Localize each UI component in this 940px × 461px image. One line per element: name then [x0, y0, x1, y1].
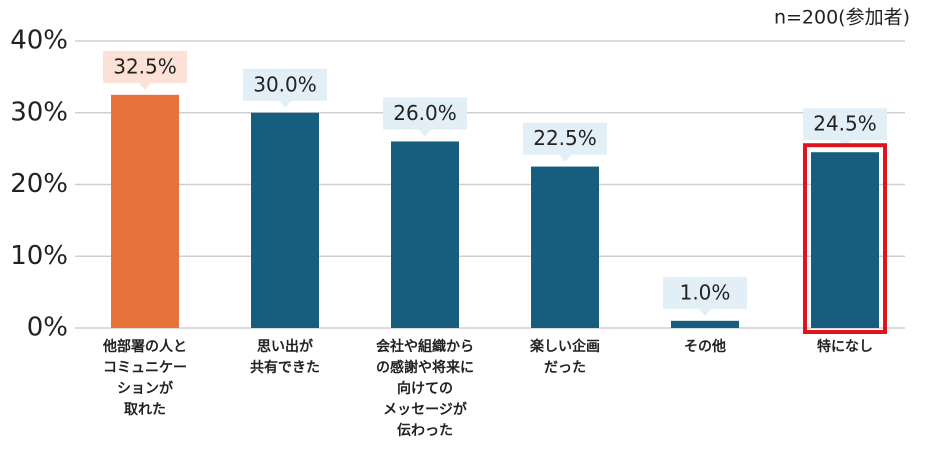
x-tick-label: その他 [684, 339, 726, 355]
x-tick-label: 楽しい企画 だった [530, 339, 600, 376]
x-tick-label: 思い出が 共有できた [250, 339, 320, 376]
y-tick-label: 40% [10, 26, 68, 56]
bar [671, 320, 739, 328]
x-tick-label: 会社や組織から の感謝や将来に 向けての メッセージが 伝わった [376, 339, 474, 439]
x-tick-label: 他部署の人と コミュニケー ションが 取れた [103, 339, 187, 418]
value-label: 1.0% [680, 280, 731, 304]
bar [111, 94, 179, 328]
label-box [243, 68, 327, 108]
x-tick-label: 特になし [817, 339, 873, 355]
y-tick-label: 20% [10, 169, 68, 199]
value-label: 30.0% [253, 72, 317, 96]
label-box [523, 122, 607, 162]
value-label: 22.5% [533, 126, 597, 150]
y-tick-label: 0% [27, 313, 68, 343]
value-label: 26.0% [393, 101, 457, 125]
label-box [663, 276, 747, 316]
y-tick-label: 10% [10, 241, 68, 271]
bar [391, 141, 459, 328]
value-label: 32.5% [113, 54, 177, 78]
label-box [383, 97, 467, 137]
bar [811, 152, 879, 328]
bar [531, 166, 599, 328]
label-box [103, 50, 187, 90]
value-label: 24.5% [813, 112, 877, 136]
label-box [803, 108, 887, 148]
bar [251, 112, 319, 328]
highlight-box [803, 143, 887, 334]
y-tick-label: 30% [10, 97, 68, 127]
chart-subtitle: n=200(参加者) [774, 7, 910, 29]
